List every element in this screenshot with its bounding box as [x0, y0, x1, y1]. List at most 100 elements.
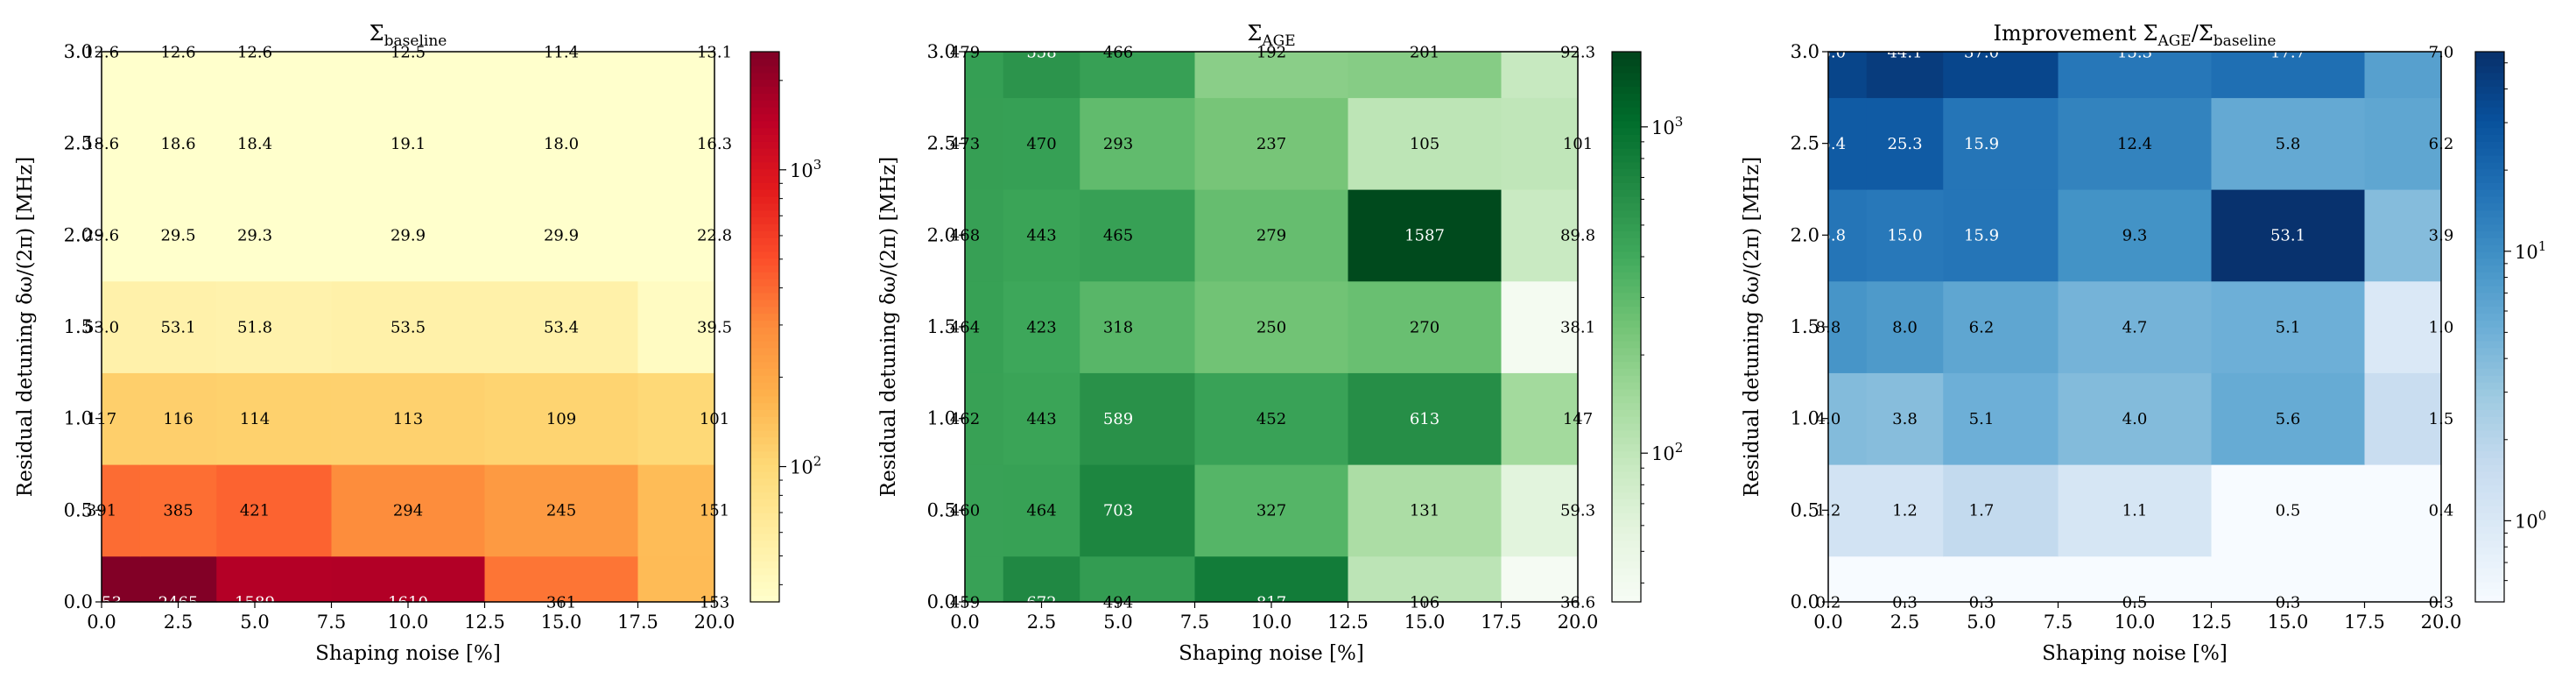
heatmap-cell	[965, 555, 1004, 603]
colorbar-segment	[1612, 237, 1641, 245]
x-axis-ticks: 0.0 2.5 5.0 7.5 10.0 12.5 15.0 17.5 20.0	[950, 602, 1598, 633]
colorbar-segment	[2475, 450, 2504, 458]
cell-value-label: 12.5	[391, 43, 426, 61]
colorbar-segment	[750, 202, 779, 211]
colorbar-segment	[2475, 595, 2504, 603]
colorbar-segment	[2475, 327, 2504, 335]
x-tick-label: 15.0	[1404, 612, 1446, 633]
colorbar-segment	[750, 512, 779, 520]
y-axis-label: Residual detuning δω/(2π) [MHz]	[877, 157, 900, 497]
colorbar-segment	[750, 395, 779, 404]
colorbar-segment	[1612, 333, 1641, 342]
heatmap-cell	[965, 97, 1004, 190]
colorbar-segment	[2475, 340, 2504, 349]
y-tick-label: 1.5	[64, 316, 93, 337]
y-axis-label: Residual detuning δω/(2π) [MHz]	[14, 157, 37, 497]
colorbar-segment	[2475, 395, 2504, 404]
heatmap-cell	[1348, 280, 1503, 373]
cell-value-label: 237	[1256, 135, 1286, 153]
heatmap-cell	[637, 52, 715, 98]
y-tick-label: 3.0	[1791, 41, 1819, 62]
colorbar-segment	[750, 533, 779, 541]
x-tick-label: 20.0	[2421, 612, 2462, 633]
heatmap-cell	[1828, 189, 1868, 282]
cell-value-label: 37.0	[1964, 43, 1999, 61]
heatmap-cell	[2364, 555, 2442, 603]
colorbar-segment	[2475, 464, 2504, 472]
colorbar-segment	[1612, 58, 1641, 67]
heatmap-cell	[2364, 97, 2442, 190]
colorbar-segment	[2475, 79, 2504, 88]
colorbar-segment	[2475, 429, 2504, 438]
colorbar-segment	[2475, 506, 2504, 513]
colorbar-segment	[750, 368, 779, 376]
colorbar-segment	[2475, 320, 2504, 328]
heatmap-cell	[216, 372, 333, 465]
x-tick-label: 10.0	[2115, 612, 2156, 633]
y-axis-ticks: 0.0 0.5 1.0 1.5 2.0 2.5 3.0	[64, 41, 102, 612]
colorbar-segment	[1612, 574, 1641, 583]
colorbar-segment	[2475, 52, 2504, 60]
heatmap-cell	[139, 280, 217, 373]
heatmap-cell	[102, 555, 141, 603]
heatmap-cell	[331, 372, 486, 465]
cell-value-label: 245	[546, 502, 576, 520]
colorbar-segment	[750, 182, 779, 190]
colorbar-segment	[750, 443, 779, 452]
colorbar-segment	[1612, 299, 1641, 308]
heatmap-cell	[2211, 372, 2366, 465]
colorbar-segment	[2475, 292, 2504, 301]
cell-value-label: 318	[1103, 318, 1133, 336]
y-tick-label: 1.5	[1791, 316, 1819, 337]
x-tick-label: 2.5	[1027, 612, 1056, 633]
colorbar-segment	[2475, 58, 2504, 67]
cell-value-label: 464	[1026, 502, 1056, 520]
colorbar-segment	[750, 422, 779, 431]
colorbar-segment	[1612, 422, 1641, 431]
colorbar-segment	[750, 209, 779, 218]
colorbar-segment	[2475, 547, 2504, 555]
colorbar-segment	[2475, 422, 2504, 431]
colorbar-segment	[2475, 333, 2504, 342]
cell-value-label: 1.2	[1892, 502, 1918, 520]
colorbar-segment	[2475, 244, 2504, 252]
heatmap-cell	[1943, 372, 2059, 465]
colorbar-segment	[1612, 436, 1641, 445]
colorbar-segment	[1612, 182, 1641, 190]
colorbar-segment	[750, 86, 779, 94]
colorbar-segment	[750, 230, 779, 238]
cell-value-label: 15.9	[1964, 227, 1999, 245]
cell-value-label: 53.1	[2270, 227, 2305, 245]
colorbar-segment	[1612, 223, 1641, 231]
y-tick-label: 0.5	[1791, 499, 1819, 520]
heatmap-cell	[216, 97, 333, 190]
colorbar-segment	[2475, 265, 2504, 272]
colorbar-segment	[750, 299, 779, 308]
heatmap-cell	[139, 372, 217, 465]
cell-value-label: 12.4	[2117, 135, 2152, 153]
colorbar-segment	[2475, 141, 2504, 149]
heatmap-cell	[1828, 52, 1868, 98]
colorbar-segment	[2475, 581, 2504, 590]
colorbar-segment	[750, 361, 779, 369]
cell-value-label: 558	[1026, 43, 1056, 61]
colorbar: 100 101	[2474, 51, 2546, 603]
colorbar-segment	[750, 127, 779, 135]
colorbar-segment	[1612, 258, 1641, 266]
colorbar-segment	[1612, 595, 1641, 603]
colorbar-segment	[750, 450, 779, 458]
colorbar-frame	[1611, 51, 1642, 603]
colorbar-segment	[750, 113, 779, 122]
heatmap-cell	[2364, 52, 2442, 98]
heatmap-cell	[102, 280, 141, 373]
heatmap-cell	[1828, 280, 1868, 373]
colorbar-segment	[2475, 258, 2504, 266]
colorbar-segment	[750, 216, 779, 225]
cell-value-label: 15.3	[2117, 43, 2152, 61]
colorbar-segment	[1612, 189, 1641, 197]
colorbar-segment	[750, 340, 779, 349]
cell-value-label: 15.0	[1887, 227, 1922, 245]
colorbar-segment	[750, 106, 779, 115]
colorbar-segment	[750, 429, 779, 438]
y-tick-label: 3.0	[64, 41, 93, 62]
